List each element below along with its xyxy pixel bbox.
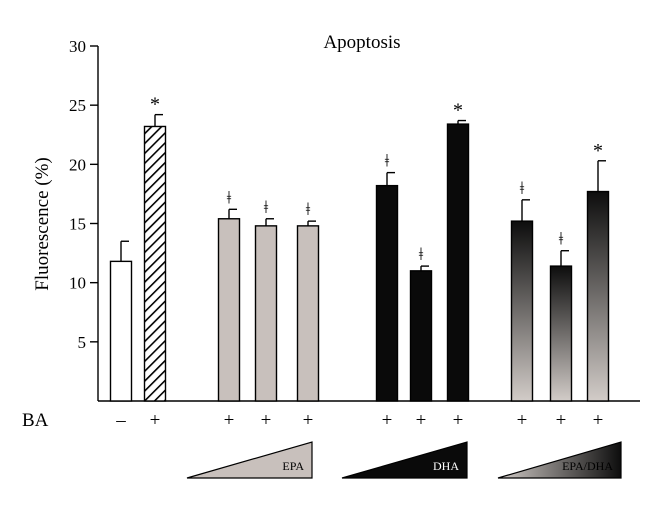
significance-dagger: ǂ <box>520 178 525 198</box>
y-tick-label: 10 <box>69 274 86 293</box>
significance-dagger: ǂ <box>264 197 269 217</box>
axes: 5 10 15 20 25 30 <box>69 37 640 402</box>
ba-sign: + <box>517 410 528 431</box>
ba-sign: + <box>224 410 235 431</box>
significance-star: * <box>453 100 463 122</box>
y-tick-label: 15 <box>69 215 86 234</box>
y-tick-label: 30 <box>69 37 86 56</box>
ba-sign: + <box>303 410 314 431</box>
dose-triangles: EPA DHA EPA/DHA <box>186 441 622 479</box>
significance-star: * <box>593 140 603 162</box>
ba-sign: + <box>416 410 427 431</box>
ba-row: – + + + + + + + + + + <box>115 410 603 431</box>
bar-epa-dha-9 <box>549 265 573 402</box>
ba-sign: + <box>556 410 567 431</box>
dose-triangle-label: EPA/DHA <box>562 459 613 473</box>
ba-sign: + <box>382 410 393 431</box>
bar-epa-dha-10 <box>586 190 610 402</box>
bar-dha-7 <box>446 123 470 402</box>
y-tick-label: 25 <box>69 96 86 115</box>
significance-dagger: ǂ <box>306 199 311 219</box>
dose-triangle-label: DHA <box>433 459 459 473</box>
ba-sign: – <box>115 410 126 431</box>
y-tick-label: 20 <box>69 155 86 174</box>
bar-dha-6 <box>409 270 433 402</box>
ba-sign: + <box>453 410 464 431</box>
dose-triangle-dha <box>341 441 468 479</box>
ba-sign: + <box>593 410 604 431</box>
significance-star: * <box>150 94 160 116</box>
bar-epa-dha-8 <box>510 220 534 402</box>
bar-control-1 <box>143 125 167 402</box>
bars: * ǂ ǂ ǂ ǂ ǂ * ǂ ǂ * <box>109 94 610 402</box>
dose-triangle-epa <box>186 441 313 479</box>
bar-control-0 <box>109 260 133 402</box>
y-tick-label: 5 <box>78 333 87 352</box>
bar-epa-3 <box>254 225 278 402</box>
y-axis-label: Fluorescence (%) <box>32 157 53 290</box>
chart-title: Apoptosis <box>323 32 400 53</box>
bar-epa-4 <box>296 225 320 402</box>
significance-dagger: ǂ <box>227 187 232 207</box>
significance-dagger: ǂ <box>559 229 564 249</box>
ba-row-label: BA <box>22 410 49 431</box>
bar-epa-2 <box>217 218 241 402</box>
bar-dha-5 <box>375 184 399 402</box>
significance-dagger: ǂ <box>385 151 390 171</box>
dose-triangle-epa-dha <box>497 441 622 479</box>
ba-sign: + <box>150 410 161 431</box>
dose-triangle-label: EPA <box>282 459 304 473</box>
ba-sign: + <box>261 410 272 431</box>
significance-dagger: ǂ <box>419 244 424 264</box>
